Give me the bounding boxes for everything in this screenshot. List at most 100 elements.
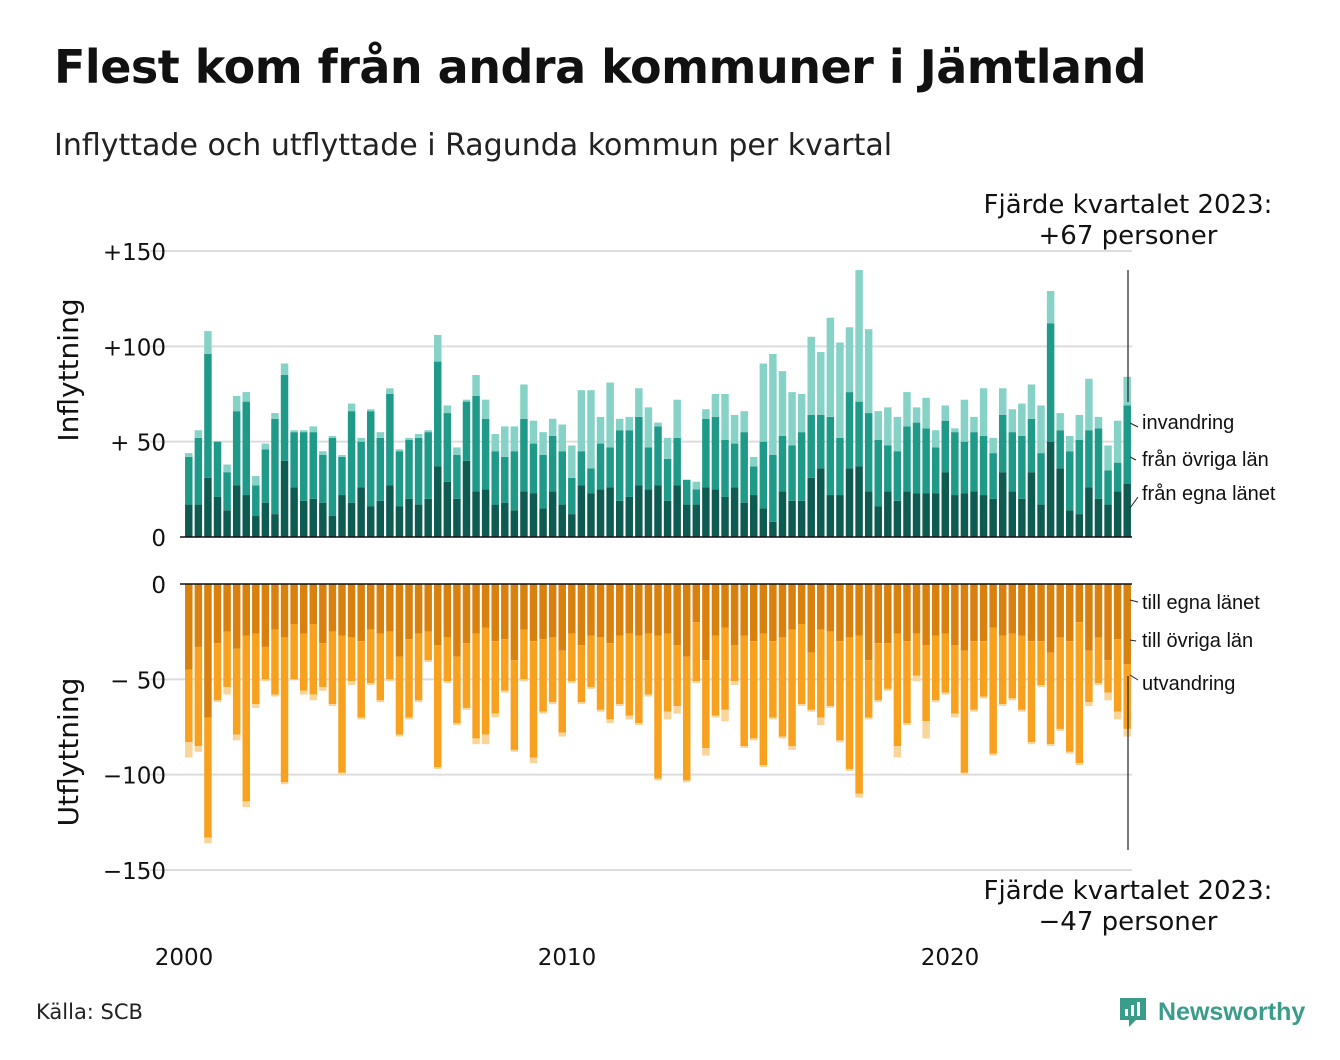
bar-out-segment [1008,584,1017,634]
bar-out-segment [1056,637,1064,729]
bar-out-segment [673,584,681,646]
bar-out-segment [491,584,499,642]
bar-in-segment [338,495,346,537]
bar-in-segment [1113,491,1122,537]
bar-in-segment [778,371,787,436]
bar-in-segment [855,466,863,537]
bar-out-segment [395,734,404,737]
bar-in-segment [386,388,394,394]
bar-in-segment [386,485,394,537]
bar-in-segment [778,491,787,537]
bar-out-segment [213,643,222,701]
bar-out-segment [836,740,844,743]
bar-out-segment [788,629,796,747]
bar-in-segment [979,388,988,436]
bar-out-segment [769,641,777,718]
y-tick-label-out: −150 [103,859,166,885]
bar-in-segment [1094,416,1103,429]
bar-out-segment [740,635,748,747]
bar-out-segment [912,675,921,682]
bar-out-segment [730,584,739,646]
bar-out-segment [472,633,480,739]
bar-out-segment [194,746,203,752]
bar-in-segment [711,489,720,537]
bar-out-segment [663,584,672,634]
bar-in-segment [922,397,930,429]
bar-in-segment [836,437,844,496]
bar-in-segment [539,432,547,456]
bar-in-segment [328,437,337,517]
bar-in-segment [299,430,308,433]
bar-out-segment [1066,751,1074,754]
bar-out-segment [319,584,327,644]
bar-out-segment [309,624,318,695]
bar-out-segment [644,694,653,697]
bar-out-segment [960,584,969,651]
bar-out-segment [338,772,346,775]
bar-in-segment [558,424,566,452]
bar-in-segment [309,498,318,537]
bar-in-segment [596,416,605,444]
bar-in-segment [414,437,423,505]
bar-in-segment [673,437,681,486]
bar-in-segment [376,500,385,537]
gridlines [150,250,1132,871]
bar-in-segment [769,521,777,537]
bar-out-segment [501,639,509,691]
bar-in-segment [290,430,298,433]
bar-in-segment [788,392,796,446]
bar-in-segment [242,392,250,402]
source-note: Källa: SCB [36,1000,143,1024]
bar-in-segment [280,374,289,461]
inflyttning-bars [185,270,1131,537]
bar-out-segment [1075,763,1084,766]
bar-out-segment [338,635,346,773]
bar-in-segment [357,487,365,537]
bar-in-segment [232,411,241,486]
bar-in-segment [1018,435,1026,499]
bar-in-segment [1066,510,1074,537]
bar-in-segment [1123,405,1131,484]
bar-out-segment [280,782,289,785]
bar-in-segment [826,495,835,537]
bottom-annotation-line1: Fjärde kvartalet 2023: [984,876,1273,906]
bar-in-segment [185,453,193,457]
bar-in-segment [434,466,442,537]
bar-out-segment [711,635,720,716]
bar-out-segment [395,584,404,657]
bar-in-segment [568,445,576,478]
bar-out-segment [587,584,595,636]
bar-in-segment [778,435,787,492]
bar-out-segment [625,715,634,720]
series-label-tick [1129,496,1139,509]
bar-out-segment [884,688,892,691]
bar-in-segment [989,453,997,499]
bar-out-segment [328,584,337,632]
bar-in-segment [491,434,499,452]
bar-out-segment [242,584,250,636]
bar-in-segment [252,516,260,537]
bar-out-segment [481,734,490,745]
bar-out-segment [682,780,691,783]
bar-in-segment [386,394,394,486]
bar-out-segment [1113,584,1122,640]
bar-out-segment [223,686,231,695]
bar-out-segment [596,637,605,710]
bar-in-segment [1056,413,1064,431]
bar-out-segment [903,584,911,642]
bar-out-segment [893,584,902,634]
bar-in-segment [577,485,586,537]
bar-in-segment [376,432,385,438]
bar-in-segment [692,481,701,490]
bar-out-segment [797,584,806,625]
bar-out-segment [1056,728,1064,731]
bar-out-segment [1085,584,1093,651]
bar-in-segment [242,401,250,496]
bar-in-segment [185,504,193,537]
bar-out-segment [606,584,614,644]
bar-out-segment [884,643,892,689]
bar-in-segment [836,495,844,537]
bar-out-segment [434,645,442,768]
bar-in-segment [845,392,854,469]
bar-in-segment [644,447,653,490]
